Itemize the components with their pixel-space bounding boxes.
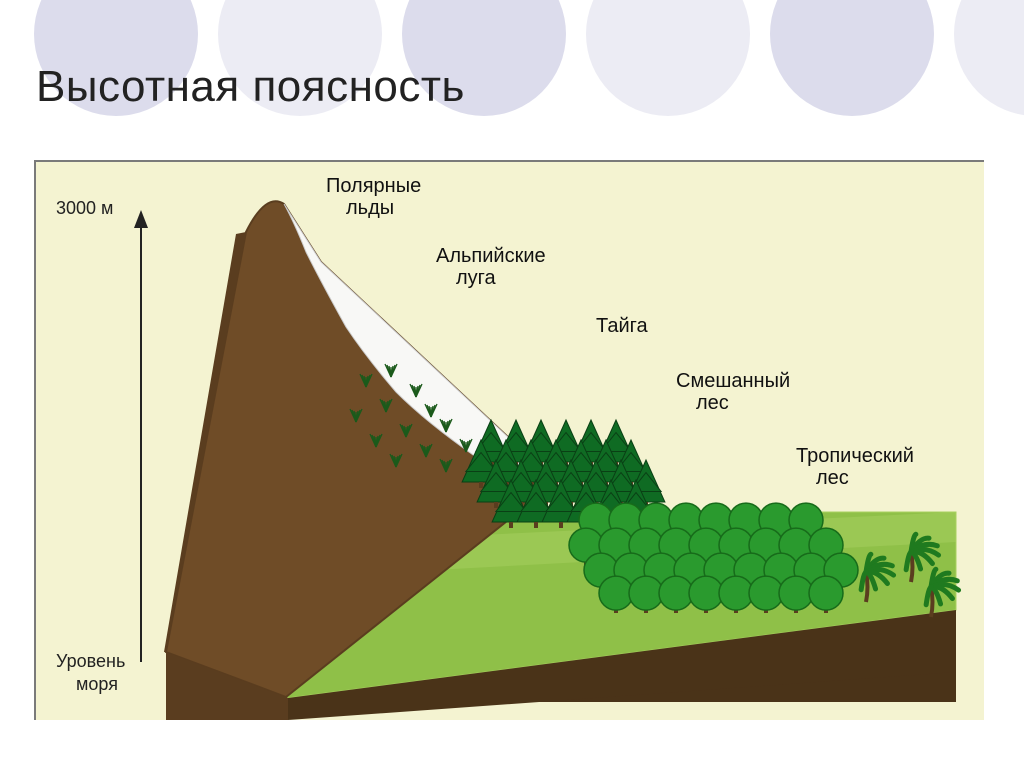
zone-label-alpine: Альпийские <box>436 245 546 267</box>
slide: Высотная поясность 3000 м Уровень моря <box>0 0 1024 767</box>
zone-label-polar: Полярные <box>326 175 421 197</box>
axis-bottom-label-1: Уровень <box>56 651 125 671</box>
zone-label-alpine-2: луга <box>456 267 497 289</box>
zone-label-tropical-2: лес <box>816 467 849 489</box>
altitude-diagram: 3000 м Уровень моря <box>36 162 986 722</box>
diagram-frame: 3000 м Уровень моря <box>34 160 984 720</box>
axis-bottom-label-2: моря <box>76 674 118 694</box>
page-title: Высотная поясность <box>36 62 465 112</box>
zone-label-polar-2: льды <box>346 197 394 219</box>
zone-label-mixed-2: лес <box>696 392 729 414</box>
zone-label-tropical: Тропический <box>796 445 914 467</box>
soil-block-left <box>166 652 168 720</box>
axis-top-label: 3000 м <box>56 198 113 218</box>
zone-label-taiga: Тайга <box>596 315 648 337</box>
axis-arrowhead <box>134 210 148 228</box>
zone-label-mixed: Смешанный <box>676 370 790 392</box>
